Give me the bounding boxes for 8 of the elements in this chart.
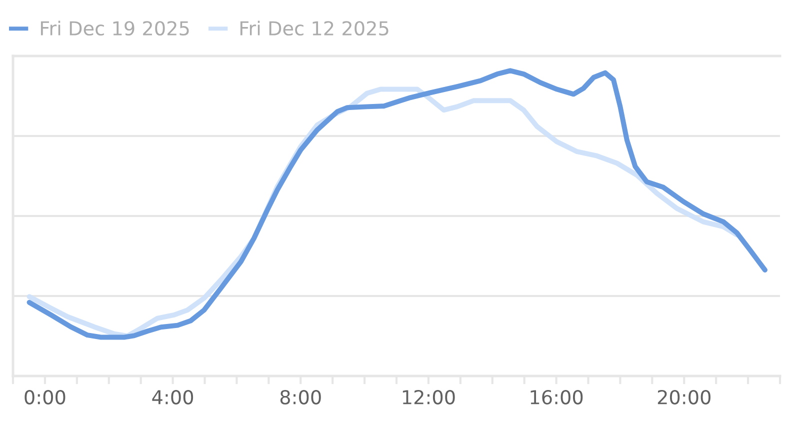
x-tick-label: 16:00 — [530, 390, 583, 404]
legend-label: Fri Dec 12 2025 — [240, 20, 388, 36]
x-tick-label: 20:00 — [658, 390, 710, 404]
x-tick-label: 8:00 — [280, 390, 321, 404]
x-tick-label: 12:00 — [402, 390, 455, 404]
legend-label: Fri Dec 19 2025 — [40, 20, 189, 36]
x-tick-label: 0:00 — [24, 390, 66, 404]
x-tick-label: 4:00 — [152, 390, 194, 404]
